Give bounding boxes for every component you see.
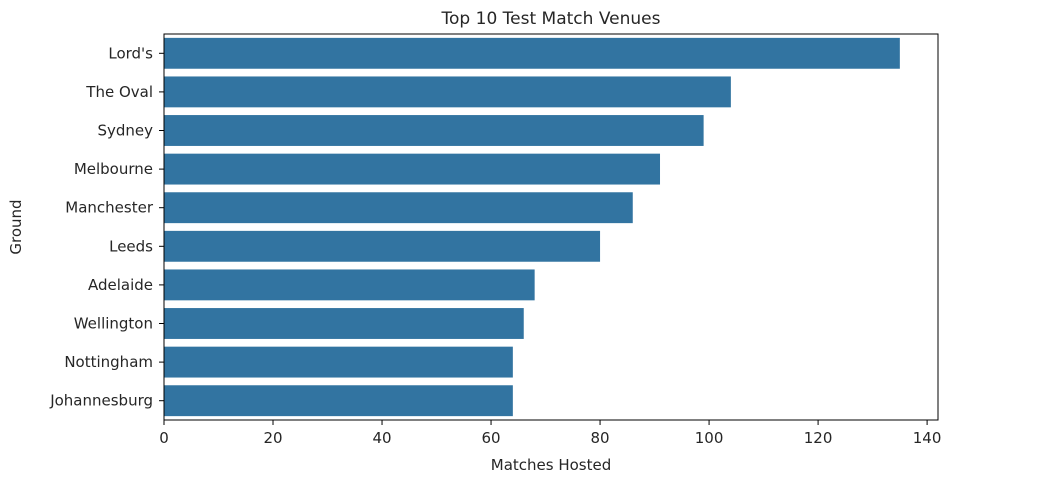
y-tick-label: Melbourne bbox=[74, 160, 153, 178]
chart-title: Top 10 Test Match Venues bbox=[441, 9, 661, 29]
bar bbox=[164, 269, 535, 301]
x-tick-label: 60 bbox=[481, 429, 500, 447]
x-tick-label: 40 bbox=[372, 429, 391, 447]
x-tick-label: 0 bbox=[159, 429, 169, 447]
x-axis-ticks: 0 20 40 60 80 100 120 140 bbox=[159, 420, 941, 447]
y-axis-label: Ground bbox=[7, 199, 25, 254]
y-tick-label: Manchester bbox=[65, 199, 154, 217]
bar bbox=[164, 230, 601, 262]
bar bbox=[164, 346, 513, 378]
y-axis-ticks: Lord's The Oval Sydney Melbourne Manchester L… bbox=[49, 44, 164, 410]
bar bbox=[164, 153, 661, 185]
bar bbox=[164, 37, 900, 69]
x-tick-label: 100 bbox=[695, 429, 724, 447]
x-tick-label: 80 bbox=[591, 429, 610, 447]
x-tick-label: 120 bbox=[804, 429, 833, 447]
y-tick-label: Adelaide bbox=[88, 276, 153, 294]
bar bbox=[164, 115, 704, 146]
bars-group bbox=[164, 37, 900, 417]
x-axis-label: Matches Hosted bbox=[491, 456, 611, 474]
y-tick-label: Leeds bbox=[109, 237, 153, 255]
y-tick-label: Lord's bbox=[108, 44, 153, 62]
y-tick-label: Nottingham bbox=[64, 353, 153, 371]
bar bbox=[164, 385, 513, 417]
y-tick-label: Wellington bbox=[74, 315, 153, 333]
x-tick-label: 20 bbox=[263, 429, 282, 447]
y-tick-label: Johannesburg bbox=[49, 392, 153, 410]
plot-frame bbox=[163, 33, 939, 421]
bar bbox=[164, 308, 524, 339]
y-tick-label: Sydney bbox=[97, 122, 153, 140]
x-tick-label: 140 bbox=[913, 429, 942, 447]
bar bbox=[164, 76, 731, 108]
bar bbox=[164, 192, 633, 224]
y-tick-label: The Oval bbox=[85, 83, 153, 101]
